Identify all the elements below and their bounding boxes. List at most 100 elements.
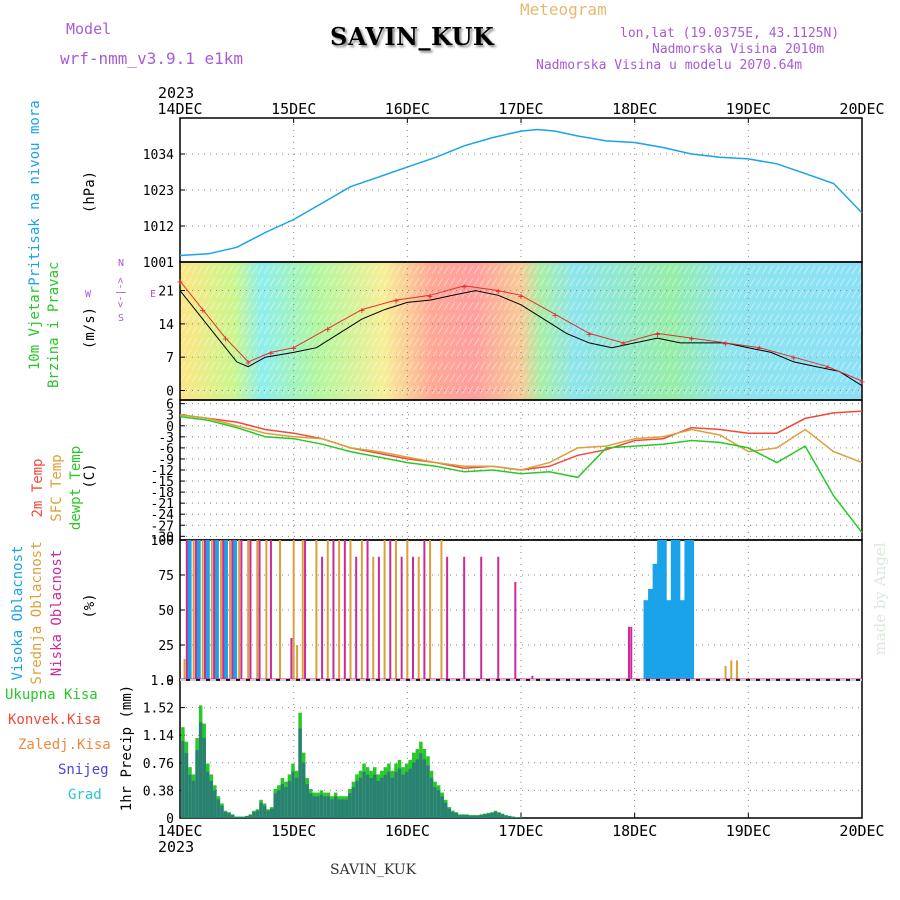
wind-barb (671, 361, 678, 371)
wind-barb (587, 337, 594, 347)
wind-barb (791, 373, 798, 383)
wind-barb (485, 361, 492, 371)
wind-barb (563, 301, 570, 311)
wind-barb (473, 265, 480, 275)
wind-barb (353, 349, 360, 359)
wind-barb (815, 277, 822, 287)
wind-barb (449, 325, 456, 335)
wind-barb (737, 325, 744, 335)
wind-barb (671, 349, 678, 359)
wind-barb (779, 361, 786, 371)
wind-barb (737, 277, 744, 287)
wind-barb (449, 349, 456, 359)
wind-barb (191, 373, 198, 383)
wind-barb (185, 289, 192, 299)
wind-barb (515, 289, 522, 299)
wind-barb (773, 361, 780, 371)
wind-barb (845, 385, 852, 395)
wind-barb (749, 265, 756, 275)
wind-barb (785, 325, 792, 335)
wind-barb (401, 337, 408, 347)
wind-barb (791, 289, 798, 299)
wind-barb (647, 361, 654, 371)
wind-barb (353, 361, 360, 371)
wind-barb (383, 385, 390, 395)
wind-barb (539, 349, 546, 359)
wind-barb (329, 325, 336, 335)
wind-barb (221, 325, 228, 335)
wind-barb (767, 301, 774, 311)
wind-barb (815, 337, 822, 347)
wind-barb (467, 373, 474, 383)
wind-barb (761, 361, 768, 371)
wind-barb (581, 313, 588, 323)
wind-barb (851, 385, 858, 395)
wind-barb (821, 313, 828, 323)
wind-barb (851, 349, 858, 359)
wind-barb (689, 289, 696, 299)
wind-barb (839, 265, 846, 275)
wind-barb (209, 373, 216, 383)
wind-barb (419, 313, 426, 323)
wind-barb (329, 313, 336, 323)
wind-barb (311, 265, 318, 275)
wind-barb (425, 265, 432, 275)
wind-barb (551, 289, 558, 299)
wind-barb (761, 277, 768, 287)
wind-barb (767, 337, 774, 347)
wind-barb (803, 289, 810, 299)
wind-barb (221, 289, 228, 299)
wind-barb (263, 361, 270, 371)
wind-barb (821, 289, 828, 299)
wind-barb (779, 313, 786, 323)
precip-bar-snow (390, 777, 395, 818)
wind-barb (515, 301, 522, 311)
wind-barb (623, 361, 630, 371)
wind-barb (695, 265, 702, 275)
wind-barb (659, 361, 666, 371)
wind-barb (323, 349, 330, 359)
wind-barb (665, 277, 672, 287)
wind-barb (329, 349, 336, 359)
precip-bar-snow (209, 780, 214, 818)
model-label: Model (66, 20, 112, 38)
wind-barb (653, 385, 660, 395)
wind-barb (245, 385, 252, 395)
wind-barb (785, 289, 792, 299)
wind-barb (761, 385, 768, 395)
cloud-bar-low_cloud (514, 582, 517, 680)
wind-barb (191, 301, 198, 311)
wind-barb (527, 313, 534, 323)
wind-barb (635, 385, 642, 395)
wind-barb (833, 349, 840, 359)
precip-bar-snow (397, 768, 402, 818)
wind-barb (185, 373, 192, 383)
wind-gust-marker: + (552, 310, 558, 321)
wind-barb (635, 361, 642, 371)
wind-barb (533, 349, 540, 359)
wind-barb (851, 325, 858, 335)
precip-bar-snow (287, 780, 292, 818)
wind-barb (383, 277, 390, 287)
wind-barb (659, 277, 666, 287)
wind-barb (743, 313, 750, 323)
wind-barb (437, 277, 444, 287)
wind-barb (671, 385, 678, 395)
wind-barb (605, 313, 612, 323)
wind-barb (617, 385, 624, 395)
wind-barb (347, 265, 354, 275)
wind-barb (179, 325, 186, 335)
wind-barb (383, 349, 390, 359)
wind-barb (455, 337, 462, 347)
wind-barb (605, 301, 612, 311)
wind-barb (629, 385, 636, 395)
wind-barb (749, 373, 756, 383)
cloud-bar-mid_cloud (735, 660, 738, 680)
temp-ytick-label: -6 (158, 442, 174, 457)
wind-barb (221, 301, 228, 311)
wind-barb (527, 301, 534, 311)
cloud-bar-low_cloud (290, 638, 293, 680)
wind-gust-marker: + (654, 329, 660, 340)
wind-barb (371, 313, 378, 323)
